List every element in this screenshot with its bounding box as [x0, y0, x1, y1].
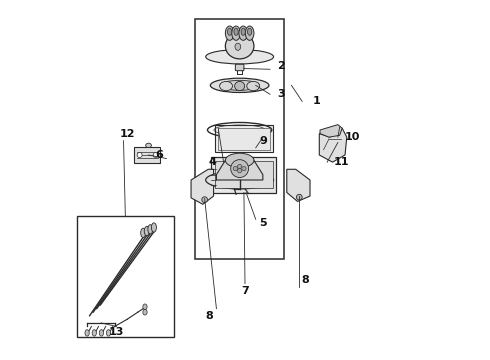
- Ellipse shape: [232, 26, 241, 40]
- Text: 10: 10: [344, 132, 360, 142]
- Ellipse shape: [92, 330, 97, 336]
- Circle shape: [137, 153, 142, 157]
- Ellipse shape: [206, 171, 273, 189]
- Ellipse shape: [225, 153, 254, 167]
- Ellipse shape: [233, 166, 238, 171]
- Ellipse shape: [241, 28, 245, 35]
- Text: 7: 7: [241, 286, 249, 296]
- Ellipse shape: [85, 330, 89, 336]
- Text: 11: 11: [334, 157, 349, 167]
- Ellipse shape: [245, 26, 254, 40]
- Ellipse shape: [148, 225, 153, 234]
- Polygon shape: [134, 147, 160, 163]
- Ellipse shape: [239, 26, 247, 40]
- Ellipse shape: [206, 50, 273, 64]
- Ellipse shape: [247, 81, 260, 91]
- Ellipse shape: [235, 81, 245, 91]
- Ellipse shape: [151, 223, 156, 232]
- Ellipse shape: [225, 26, 234, 40]
- Ellipse shape: [238, 168, 242, 173]
- Text: 13: 13: [109, 327, 124, 337]
- Text: 8: 8: [205, 311, 213, 321]
- Ellipse shape: [146, 143, 151, 148]
- Ellipse shape: [238, 164, 242, 168]
- Ellipse shape: [210, 78, 269, 93]
- Ellipse shape: [99, 330, 103, 336]
- Ellipse shape: [220, 81, 232, 91]
- Ellipse shape: [202, 197, 207, 203]
- Text: 3: 3: [277, 89, 285, 99]
- Text: 1: 1: [313, 96, 320, 107]
- Ellipse shape: [235, 43, 241, 50]
- Polygon shape: [217, 160, 263, 180]
- Polygon shape: [191, 169, 214, 204]
- Text: 4: 4: [209, 157, 217, 167]
- Circle shape: [153, 153, 158, 157]
- Ellipse shape: [143, 309, 147, 315]
- Ellipse shape: [227, 28, 232, 35]
- Text: 12: 12: [120, 129, 135, 139]
- Bar: [215, 161, 272, 188]
- Text: 8: 8: [302, 275, 310, 285]
- Ellipse shape: [231, 159, 248, 177]
- FancyBboxPatch shape: [235, 64, 244, 71]
- Text: 6: 6: [155, 150, 163, 160]
- Ellipse shape: [220, 80, 259, 90]
- Ellipse shape: [296, 194, 302, 200]
- Text: 5: 5: [259, 218, 267, 228]
- Polygon shape: [319, 128, 347, 162]
- Ellipse shape: [242, 166, 246, 171]
- Bar: [195, 19, 284, 258]
- Text: 2: 2: [277, 61, 285, 71]
- Ellipse shape: [247, 28, 252, 35]
- Ellipse shape: [225, 33, 254, 59]
- Ellipse shape: [144, 226, 149, 236]
- Ellipse shape: [141, 228, 146, 238]
- Bar: [211, 157, 276, 193]
- Ellipse shape: [106, 330, 111, 336]
- Bar: [218, 128, 270, 150]
- Polygon shape: [287, 169, 310, 202]
- Text: 9: 9: [259, 136, 267, 146]
- Ellipse shape: [143, 304, 147, 310]
- Ellipse shape: [234, 28, 238, 35]
- Polygon shape: [320, 125, 342, 137]
- Bar: [215, 125, 272, 153]
- Bar: [77, 216, 173, 337]
